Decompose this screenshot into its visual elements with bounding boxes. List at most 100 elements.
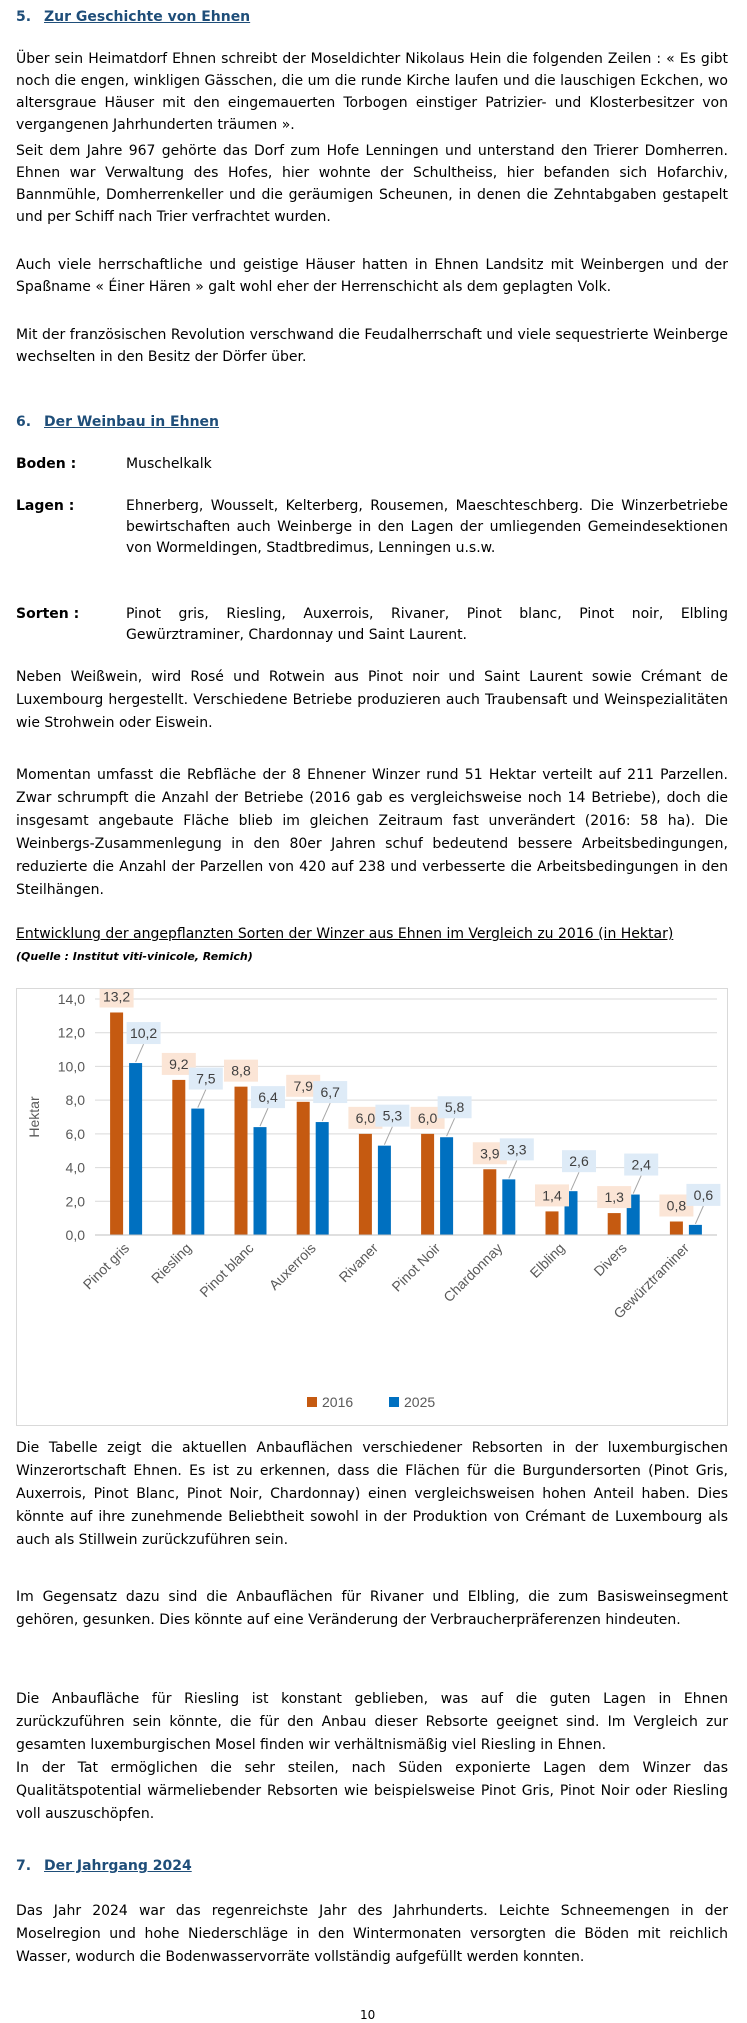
bar-2016	[172, 1079, 186, 1235]
data-label-bg-2016	[597, 1186, 632, 1209]
chart-title: Entwicklung der angepflanzten Sorten der…	[16, 926, 674, 942]
y-tick-label: 6,0	[66, 1126, 86, 1142]
bar-chart-svg: 0,0 2,0 4,0 6,0 8,0 10,0 12,0 14,0 Hektar 13,2 10,…	[26, 985, 721, 1410]
bar-2016	[669, 1221, 683, 1235]
data-label-bg-2016	[99, 985, 134, 1008]
data-label-bg-2016	[472, 1142, 507, 1165]
data-label-2016: 7,9	[293, 1078, 313, 1094]
data-label-2025: 3,3	[507, 1141, 527, 1157]
definition-term: Lagen :	[16, 498, 75, 514]
x-tick-label: Divers	[590, 1240, 629, 1279]
section-5-heading: 5. Zur Geschichte von Ehnen	[16, 8, 728, 26]
definition-value: Muschelkalk	[126, 456, 212, 472]
paragraph: Im Gegensatz dazu sind die Anbauflächen …	[16, 1586, 728, 1632]
data-label-2025: 6,4	[258, 1089, 278, 1105]
paragraph-text: Seit dem Jahre 967 gehörte das Dorf zum …	[16, 143, 728, 225]
section-number: 5.	[16, 9, 32, 25]
legend-label-2025: 2025	[404, 1394, 435, 1410]
paragraph-text: In der Tat ermöglichen die sehr steilen,…	[16, 1760, 728, 1822]
paragraph-text: Mit der französischen Revolution verschw…	[16, 327, 728, 365]
bar-2016	[234, 1086, 248, 1235]
data-label-leader	[259, 1107, 269, 1127]
paragraph-text: Die Tabelle zeigt die aktuellen Anbauflä…	[16, 1440, 728, 1548]
data-label-bg-2025	[313, 1081, 348, 1104]
section-6-heading: 6. Der Weinbau in Ehnen	[16, 413, 728, 431]
legend-swatch-2016	[307, 1397, 317, 1407]
data-label-leader	[321, 1102, 331, 1122]
section-6: 6. Der Weinbau in Ehnen	[16, 413, 728, 431]
bar-chart: 0,0 2,0 4,0 6,0 8,0 10,0 12,0 14,0 Hektar 13,2 10,…	[16, 985, 728, 1426]
paragraph: Momentan umfasst die Rebfläche der 8 Ehn…	[16, 764, 728, 902]
data-label-bg-2016	[659, 1194, 694, 1217]
y-tick-label: 8,0	[66, 1092, 86, 1108]
data-label-leader	[135, 1043, 145, 1063]
bar-2016	[296, 1101, 310, 1235]
paragraph: Auch viele herrschaftliche und geistige …	[16, 254, 728, 298]
paragraph-text: Über sein Heimatdorf Ehnen schreibt der …	[16, 51, 728, 133]
data-label-2016: 9,2	[169, 1056, 189, 1072]
paragraph-text: Auch viele herrschaftliche und geistige …	[16, 257, 728, 295]
data-label-bg-2025	[126, 1022, 161, 1045]
data-label-2016: 13,2	[103, 989, 130, 1004]
bar-2025	[688, 1224, 702, 1235]
section-title: Zur Geschichte von Ehnen	[44, 9, 251, 25]
section-title: Der Jahrgang 2024	[44, 1858, 192, 1874]
paragraph: Neben Weißwein, wird Rosé und Rotwein au…	[16, 666, 728, 735]
data-label-2016: 6,0	[356, 1110, 376, 1126]
y-tick-label: 12,0	[58, 1025, 85, 1041]
chart-source: (Quelle : Institut viti-vinicole, Remich…	[16, 950, 728, 964]
y-tick-label: 0,0	[66, 1227, 86, 1243]
y-axis-title: Hektar	[26, 1096, 42, 1138]
page-number: 10	[360, 2008, 376, 2022]
paragraph: Die Anbaufläche für Riesling ist konstan…	[16, 1688, 728, 1757]
data-label-bg-2016	[410, 1106, 445, 1129]
y-tick-label: 14,0	[58, 991, 85, 1007]
data-label-bg-2016	[224, 1059, 258, 1082]
section-7-heading: 7. Der Jahrgang 2024	[16, 1857, 728, 1875]
data-label-leader	[632, 1175, 642, 1194]
bar-2025	[440, 1137, 454, 1235]
data-label-bg-2025	[437, 1096, 472, 1119]
definition-value: Pinot gris, Riesling, Auxerrois, Rivaner…	[126, 606, 728, 643]
data-label-bg-2016	[348, 1106, 383, 1129]
bar-2016	[483, 1169, 497, 1235]
chart-source-text: (Quelle : Institut viti-vinicole, Remich…	[16, 950, 253, 963]
paragraph: Das Jahr 2024 war das regenreichste Jahr…	[16, 1900, 728, 1969]
data-label-leader	[197, 1089, 207, 1108]
paragraph-text: Im Gegensatz dazu sind die Anbauflächen …	[16, 1589, 728, 1628]
data-label-bg-2025	[188, 1067, 223, 1090]
section-7: 7. Der Jahrgang 2024	[16, 1857, 728, 1875]
bar-2016	[545, 1211, 559, 1235]
data-label-bg-2016	[535, 1184, 569, 1207]
chart-caption: Entwicklung der angepflanzten Sorten der…	[16, 925, 728, 943]
data-label-2016: 8,8	[231, 1063, 251, 1079]
data-label-2025: 0,6	[694, 1187, 714, 1203]
data-label-leader	[446, 1118, 456, 1137]
bar-2025	[129, 1063, 143, 1235]
definition-term: Boden :	[16, 456, 77, 472]
data-label-2025: 5,3	[383, 1108, 403, 1124]
bar-2016	[358, 1133, 372, 1235]
x-tick-label: Chardonnay	[440, 1240, 505, 1305]
x-tick-label: Pinot gris	[80, 1240, 133, 1293]
bar-2025	[502, 1179, 516, 1235]
y-tick-label: 2,0	[66, 1193, 86, 1209]
data-label-2025: 5,8	[445, 1099, 465, 1115]
x-tick-label: Riesling	[148, 1240, 195, 1287]
data-label-bg-2025	[251, 1086, 285, 1109]
data-label-2025: 10,2	[130, 1025, 157, 1041]
data-label-leader	[694, 1205, 704, 1225]
x-tick-label: Pinot Noir	[388, 1240, 443, 1295]
paragraph: Seit dem Jahre 967 gehörte das Dorf zum …	[16, 140, 728, 228]
bar-2016	[607, 1213, 621, 1235]
section-number: 6.	[16, 414, 32, 430]
data-label-bg-2025	[499, 1138, 534, 1161]
x-tick-label: Pinot blanc	[196, 1240, 256, 1300]
paragraph: Mit der französischen Revolution verschw…	[16, 324, 728, 368]
data-label-2016: 0,8	[667, 1198, 687, 1214]
data-label-leader	[383, 1126, 393, 1145]
y-tick-label: 4,0	[66, 1160, 86, 1176]
data-label-2025: 6,7	[320, 1084, 340, 1100]
data-label-leader	[570, 1171, 580, 1191]
